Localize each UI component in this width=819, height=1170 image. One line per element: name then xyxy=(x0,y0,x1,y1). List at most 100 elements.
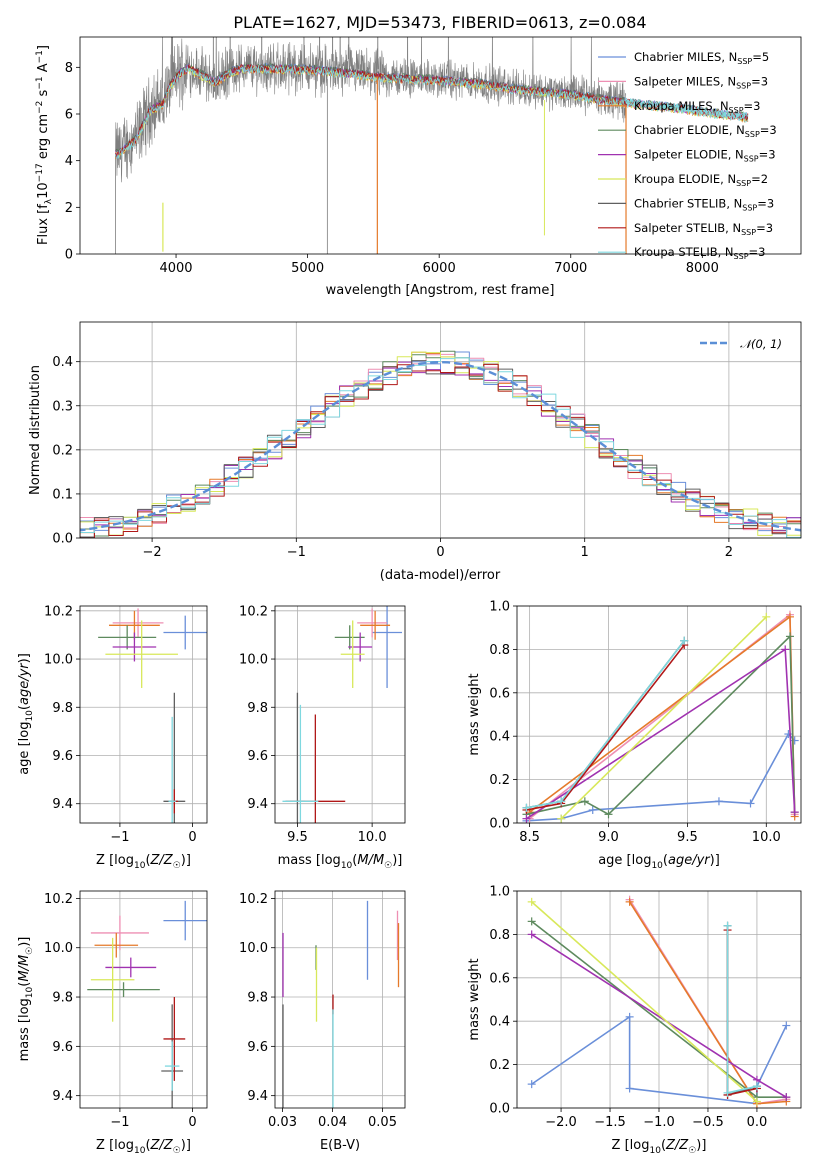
y-tick-label: 0.2 xyxy=(52,443,73,458)
panel-spectrum: 4000 5000 6000 7000 8000 0 2 4 6 8 wavelength [Ang… xyxy=(35,36,802,298)
plot-area xyxy=(98,608,207,823)
series-salpeter-elodie xyxy=(522,645,799,823)
y-tick-label: 0.8 xyxy=(489,643,510,658)
series-line xyxy=(526,733,796,822)
legend-label-chabrier-miles: Chabrier MILES, NSSP=5 xyxy=(634,50,769,66)
y-tick-label: 9.6 xyxy=(247,749,268,764)
x-tick-label: 10.0 xyxy=(752,830,781,845)
panel-residuals: −2 −1 0 1 2 0.0 0.1 0.2 0.3 0.4 𝒩(0, 1) (data-model… xyxy=(28,321,802,583)
y-tick-label: 0.6 xyxy=(489,686,510,701)
axes-frame xyxy=(274,605,406,824)
plot-area xyxy=(527,895,791,1108)
y-tick-label: 9.8 xyxy=(247,991,268,1006)
series-kroupa-elodie xyxy=(527,897,761,1106)
x-axis-label: E(B-V) xyxy=(320,1138,360,1153)
y-tick-label: 9.4 xyxy=(247,1089,268,1104)
series-salpeter-stelib xyxy=(723,926,761,1099)
panel-mass_vs_Z: −1 0 9.4 9.6 9.8 10.0 10.2 Z [log10(Z/Z☉)] mass … xyxy=(17,890,208,1156)
axes-frame xyxy=(79,321,802,539)
x-tick-label: −1.5 xyxy=(594,1115,626,1130)
series-line xyxy=(531,1016,788,1105)
y-tick-label: 0.0 xyxy=(489,1102,510,1117)
ticks: 9.5 10.0 9.4 9.6 9.8 10.0 10.2 xyxy=(239,604,387,845)
errorbar-kroupa-elodie xyxy=(105,620,178,688)
axes-frame xyxy=(274,890,406,1109)
histogram-kroupa-stelib xyxy=(80,357,801,538)
series-chabrier-stelib xyxy=(723,921,761,1099)
x-tick-label: 9.0 xyxy=(598,830,619,845)
errorbar-salpeter-elodie xyxy=(105,957,157,978)
x-tick-label: 7000 xyxy=(554,261,587,276)
x-tick-label: −1.0 xyxy=(643,1115,675,1130)
errorbar-salpeter-miles xyxy=(357,608,388,638)
ticks: −2 −1 0 1 2 0.0 0.1 0.2 0.3 0.4 xyxy=(52,355,733,560)
axes-frame xyxy=(516,605,802,824)
series-kroupa-stelib xyxy=(522,636,689,812)
axes-frame xyxy=(79,890,208,1109)
panel-mass_vs_ebv: 0.03 0.04 0.05 9.4 9.6 9.8 10.0 10.2 E(B-V) xyxy=(239,890,406,1153)
grid xyxy=(275,891,405,1108)
panel-age_vs_Z: −1 0 9.4 9.6 9.8 10.0 10.2 Z [log10(Z/Z☉)] age [… xyxy=(17,604,208,871)
y-tick-label: 0 xyxy=(65,248,73,263)
x-axis-label: Z [log10(Z/Z☉)] xyxy=(96,1138,191,1156)
y-axis-label: mass [log10(M/M☉)] xyxy=(17,937,35,1062)
y-tick-label: 0.2 xyxy=(489,773,510,788)
x-axis-label: Z [log10(Z/Z☉)] xyxy=(612,1138,707,1156)
y-tick-label: 8 xyxy=(65,61,73,76)
y-tick-label: 9.6 xyxy=(52,749,73,764)
x-tick-label: 2 xyxy=(725,545,733,560)
y-tick-label: 10.2 xyxy=(44,604,73,619)
errorbar-salpeter-stelib xyxy=(163,997,186,1081)
series-chabrier-miles xyxy=(522,730,799,823)
y-tick-label: 10.2 xyxy=(239,604,268,619)
y-tick-label: 9.8 xyxy=(247,701,268,716)
series-chabrier-stelib xyxy=(522,636,689,812)
x-tick-label: −1 xyxy=(110,1115,129,1130)
errorbar-kroupa-stelib xyxy=(164,1041,180,1091)
x-tick-label: 9.5 xyxy=(677,830,698,845)
plot-area xyxy=(87,900,207,1108)
y-tick-label: 2 xyxy=(65,201,73,216)
plot-area xyxy=(282,900,400,1108)
plot-area xyxy=(80,350,801,538)
y-tick-label: 10.0 xyxy=(239,653,268,668)
series-line xyxy=(526,640,685,809)
y-tick-label: 0.0 xyxy=(52,532,73,547)
x-tick-label: −1 xyxy=(287,545,306,560)
plot-area xyxy=(522,610,799,823)
legend-label-salpeter-elodie: Salpeter ELODIE, NSSP=3 xyxy=(634,148,776,164)
x-tick-label: 6000 xyxy=(423,261,456,276)
x-tick-label: 0 xyxy=(436,545,444,560)
y-tick-label: 9.6 xyxy=(52,1040,73,1055)
x-tick-label: −2.0 xyxy=(545,1115,577,1130)
ticks: −1 0 9.4 9.6 9.8 10.0 10.2 xyxy=(44,604,197,845)
y-tick-label: 9.8 xyxy=(52,991,73,1006)
series-kroupa-stelib xyxy=(723,921,761,1097)
x-axis-label: wavelength [Angstrom, rest frame] xyxy=(326,283,555,298)
axes-frame xyxy=(516,890,802,1109)
series-line xyxy=(526,640,685,809)
series-line xyxy=(529,613,796,820)
x-tick-label: 0.04 xyxy=(318,1115,347,1130)
plot-area xyxy=(115,37,749,254)
ticks: 0.03 0.04 0.05 9.4 9.6 9.8 10.0 10.2 xyxy=(239,892,397,1130)
y-tick-label: 0.4 xyxy=(489,730,510,745)
y-axis-label: mass weight xyxy=(467,673,482,755)
y-axis-label: mass weight xyxy=(467,958,482,1040)
y-tick-label: 9.6 xyxy=(247,1040,268,1055)
y-tick-label: 0.3 xyxy=(52,399,73,414)
x-tick-label: 0.03 xyxy=(268,1115,297,1130)
errorbar-chabrier-miles xyxy=(163,615,207,650)
y-tick-label: 0.2 xyxy=(489,1058,510,1073)
y-tick-label: 0.0 xyxy=(489,817,510,832)
x-tick-label: −0.5 xyxy=(692,1115,724,1130)
legend-label-kroupa-miles: Kroupa MILES, NSSP=3 xyxy=(634,99,760,115)
grid xyxy=(80,891,207,1108)
y-tick-label: 0.6 xyxy=(489,971,510,986)
series-kroupa-elodie xyxy=(557,612,771,823)
x-tick-label: −1 xyxy=(110,830,129,845)
panel-age_vs_mass: 9.5 10.0 9.4 9.6 9.8 10.0 10.2 mass [log10(M/M☉… xyxy=(239,604,406,871)
x-tick-label: 8.5 xyxy=(519,830,540,845)
x-tick-label: 0.05 xyxy=(368,1115,397,1130)
panel-massweight_vs_age: 8.5 9.0 9.5 10.0 0.0 0.2 0.4 0.6 0.8 1.0 age [log1… xyxy=(467,600,802,871)
